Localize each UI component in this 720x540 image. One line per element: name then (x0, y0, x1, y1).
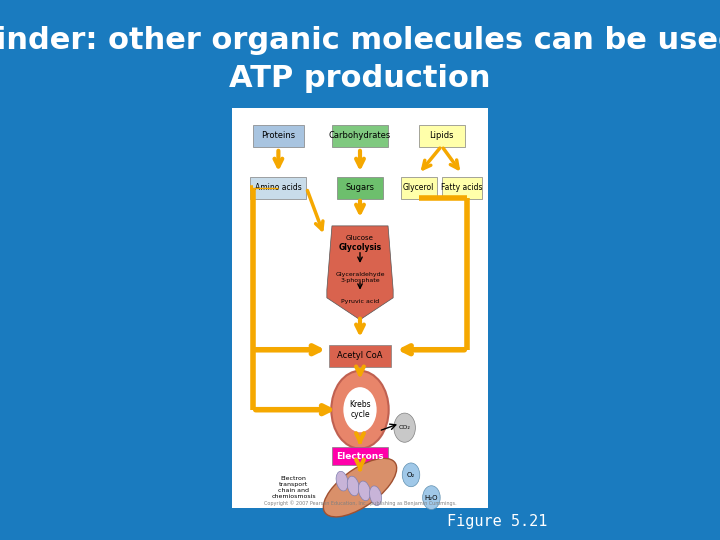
Text: Acetyl CoA: Acetyl CoA (337, 351, 383, 360)
Text: Pyruvic acid: Pyruvic acid (341, 299, 379, 305)
Ellipse shape (347, 476, 359, 496)
Circle shape (423, 486, 440, 510)
Text: Krebs
cycle: Krebs cycle (349, 400, 371, 420)
Ellipse shape (336, 471, 348, 491)
Text: Lipids: Lipids (429, 131, 454, 140)
Text: Electrons: Electrons (336, 452, 384, 461)
Text: O₂: O₂ (407, 472, 415, 478)
Polygon shape (327, 226, 393, 320)
Text: H₂O: H₂O (425, 495, 438, 501)
Text: Electron
transport
chain and
chemiosmosis: Electron transport chain and chemiosmosi… (271, 476, 316, 499)
Circle shape (331, 371, 389, 449)
Text: Copyright © 2007 Pearson Education, Inc., publishing as Benjamin Cummings.: Copyright © 2007 Pearson Education, Inc.… (264, 500, 456, 505)
Ellipse shape (369, 486, 382, 505)
FancyBboxPatch shape (233, 108, 487, 508)
Circle shape (343, 387, 377, 432)
Ellipse shape (359, 481, 370, 501)
FancyBboxPatch shape (401, 177, 436, 199)
FancyBboxPatch shape (251, 177, 307, 199)
FancyBboxPatch shape (332, 448, 388, 465)
Text: Figure 5.21: Figure 5.21 (447, 514, 547, 529)
FancyBboxPatch shape (329, 345, 391, 367)
Ellipse shape (323, 458, 397, 517)
FancyBboxPatch shape (253, 125, 304, 147)
Text: Amino acids: Amino acids (255, 184, 302, 192)
Text: ATP production: ATP production (229, 64, 491, 93)
FancyBboxPatch shape (418, 125, 464, 147)
FancyBboxPatch shape (337, 177, 383, 199)
Text: Carbohydrates: Carbohydrates (329, 131, 391, 140)
Text: Reminder: other organic molecules can be used for: Reminder: other organic molecules can be… (0, 26, 720, 55)
Text: Glucose: Glucose (346, 235, 374, 241)
Text: Sugars: Sugars (346, 184, 374, 192)
Text: Fatty acids: Fatty acids (441, 184, 483, 192)
Text: Glycerol: Glycerol (403, 184, 434, 192)
Text: Proteins: Proteins (261, 131, 295, 140)
Circle shape (394, 413, 415, 442)
Text: CO₂: CO₂ (399, 425, 410, 430)
Text: Glycolysis: Glycolysis (338, 243, 382, 252)
Circle shape (402, 463, 420, 487)
FancyBboxPatch shape (332, 125, 388, 147)
Text: Glyceraldehyde
3-phosphate: Glyceraldehyde 3-phosphate (336, 272, 384, 283)
FancyBboxPatch shape (441, 177, 482, 199)
